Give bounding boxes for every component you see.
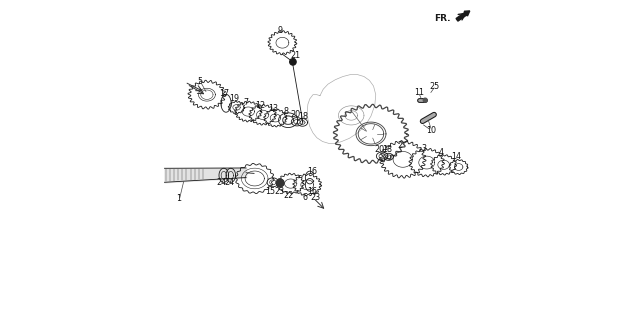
- Text: 8: 8: [283, 107, 288, 116]
- Text: 6: 6: [302, 193, 307, 202]
- Text: 20: 20: [290, 110, 300, 119]
- Text: 1: 1: [176, 194, 180, 204]
- Text: 19: 19: [230, 94, 239, 103]
- FancyArrow shape: [456, 11, 470, 21]
- Circle shape: [276, 179, 284, 187]
- Text: 23: 23: [310, 193, 320, 202]
- Text: 13: 13: [268, 104, 278, 113]
- Text: 14: 14: [451, 152, 461, 161]
- Text: 16: 16: [307, 167, 317, 176]
- Text: 22: 22: [284, 191, 294, 200]
- Text: 18: 18: [298, 112, 308, 121]
- Text: 20: 20: [375, 145, 385, 154]
- Text: 4: 4: [438, 148, 444, 157]
- Text: 24: 24: [224, 179, 234, 188]
- Text: 21: 21: [290, 51, 300, 60]
- Text: 9: 9: [278, 26, 283, 35]
- Text: 3: 3: [421, 144, 426, 153]
- Text: 2: 2: [397, 141, 403, 150]
- Text: 7: 7: [243, 98, 249, 107]
- Text: 5: 5: [197, 77, 202, 86]
- Circle shape: [423, 98, 427, 102]
- Text: 23: 23: [274, 187, 284, 196]
- Text: 17: 17: [220, 89, 230, 98]
- Text: 12: 12: [255, 101, 265, 110]
- Text: 24: 24: [217, 179, 227, 188]
- Text: 10: 10: [426, 126, 436, 135]
- Text: 25: 25: [429, 82, 439, 91]
- Circle shape: [290, 59, 296, 65]
- Text: FR.: FR.: [434, 14, 451, 23]
- Text: 16: 16: [307, 187, 317, 196]
- Text: 11: 11: [415, 88, 424, 97]
- Text: 15: 15: [265, 187, 275, 196]
- Text: 18: 18: [382, 145, 392, 154]
